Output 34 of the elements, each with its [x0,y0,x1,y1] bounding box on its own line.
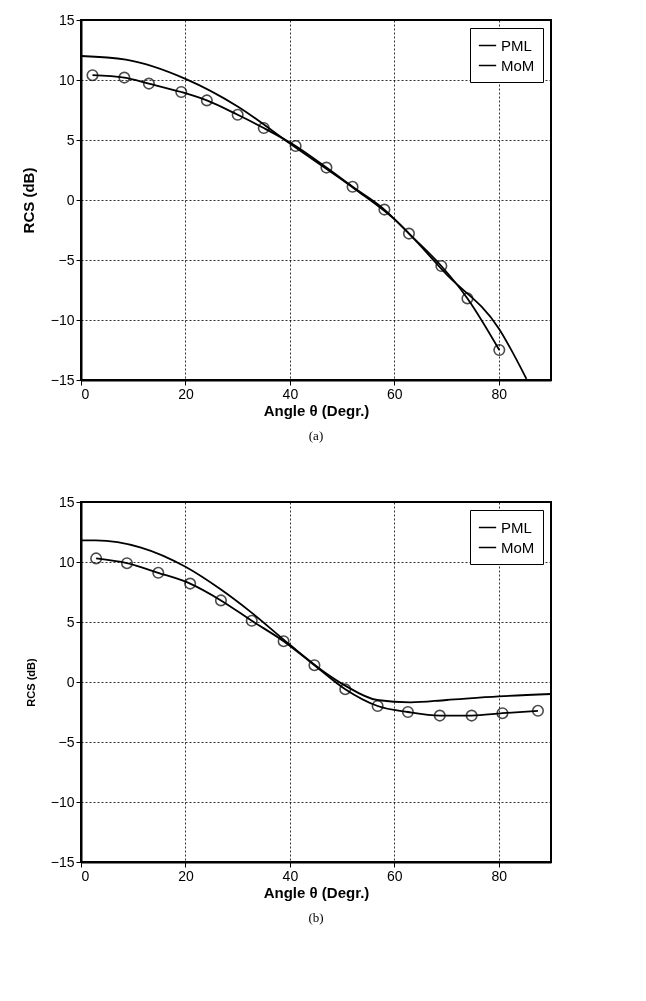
y-tick-label: 0 [66,673,75,690]
x-tick-label: 60 [387,385,403,402]
x-tick-label: 0 [81,385,90,402]
x-tick-label: 80 [491,385,508,402]
y-tick-label: −10 [50,311,75,328]
y-tick-label: −5 [58,733,75,750]
y-axis-title: RCS (dB) [24,658,37,707]
legend-label: PML [501,518,532,536]
y-tick-label: 15 [58,11,75,28]
x-tick-label: 40 [282,867,299,884]
y-tick-label: 0 [66,191,75,208]
legend-label: PML [501,36,532,54]
y-tick-label: 5 [66,613,75,630]
y-tick-label: −10 [50,793,75,810]
x-tick-label: 20 [178,385,194,402]
legend-label: MoM [501,538,535,556]
x-tick-label: 40 [282,385,299,402]
x-tick-label: 80 [491,867,508,884]
y-tick-label: 5 [66,131,75,148]
y-tick-label: −15 [50,371,75,388]
x-axis-title: Angle θ (Degr.) [263,401,370,419]
text: (a) [308,428,324,443]
y-tick-label: −5 [58,251,75,268]
legend-label: MoM [501,56,535,74]
x-tick-label: 60 [387,867,403,884]
y-tick-label: −15 [50,853,75,870]
x-tick-label: 20 [178,867,194,884]
y-tick-label: 15 [58,493,75,510]
y-tick-label: 10 [58,71,75,88]
y-axis-title: RCS (dB) [19,167,37,234]
y-tick-label: 10 [58,553,75,570]
text: (b) [308,910,324,925]
x-tick-label: 0 [81,867,90,884]
x-axis-title: Angle θ (Degr.) [263,883,370,901]
